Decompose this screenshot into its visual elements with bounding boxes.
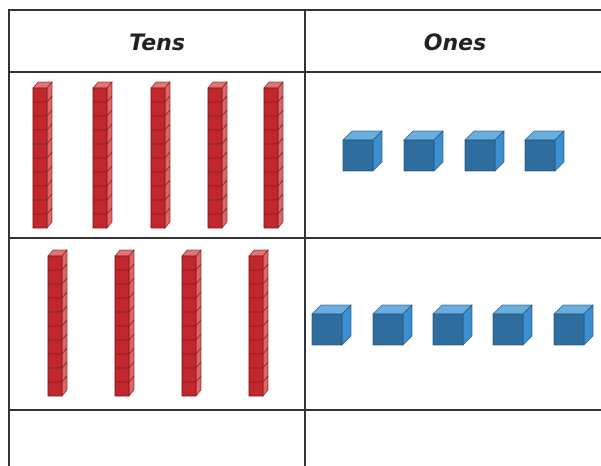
tens-header: Tens [129, 31, 185, 56]
tens-rods-row-1 [32, 81, 284, 229]
ones-cubes-row-1 [342, 130, 565, 172]
ones-header: Ones [424, 31, 486, 56]
table-grid [8, 9, 601, 466]
tens-rods-row-2 [47, 249, 269, 397]
ones-cubes-row-2 [311, 304, 594, 346]
